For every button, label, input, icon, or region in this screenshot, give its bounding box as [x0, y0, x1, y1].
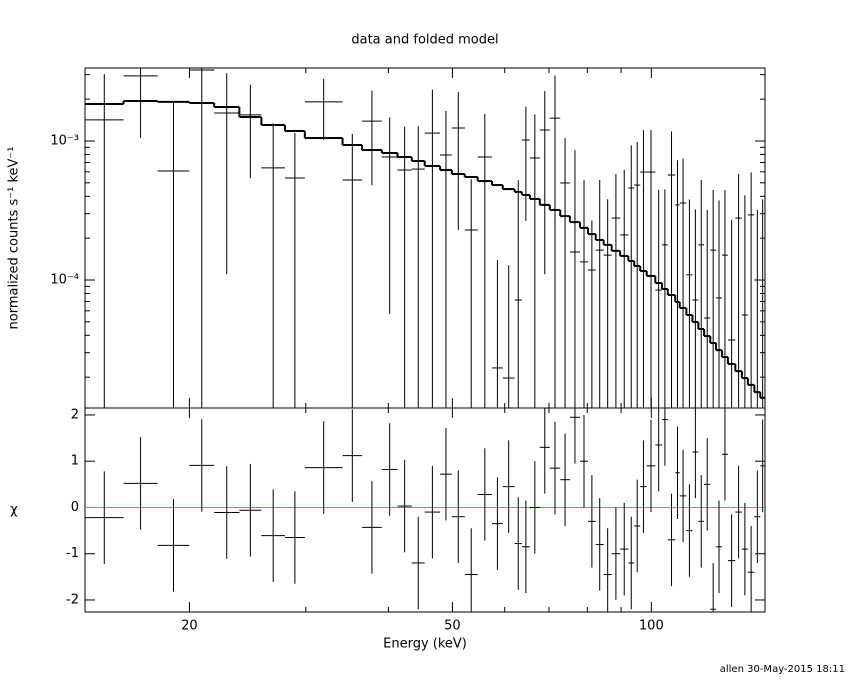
x-tick-label: 50 [444, 619, 461, 634]
y-tick-label: 10⁻³ [50, 133, 79, 148]
y-tick-label: 2 [71, 407, 79, 422]
chart-title: data and folded model [351, 33, 498, 48]
footer: allen 30-May-2015 18:11 [720, 664, 845, 675]
y-axis-label: normalized counts s⁻¹ keV⁻¹ [7, 147, 22, 330]
y-tick-label: 1 [71, 454, 79, 469]
y-axis-label: χ [10, 503, 18, 518]
y-tick-label: -1 [66, 546, 79, 561]
x-tick-label: 100 [639, 619, 664, 634]
y-tick-label: 10⁻⁴ [50, 272, 79, 287]
y-tick-label: -2 [66, 592, 79, 607]
x-tick-label: 20 [181, 619, 198, 634]
frame [84, 67, 766, 409]
y-tick-label: 0 [71, 500, 79, 515]
x-axis-label: Energy (keV) [383, 637, 467, 652]
frame [84, 407, 766, 613]
